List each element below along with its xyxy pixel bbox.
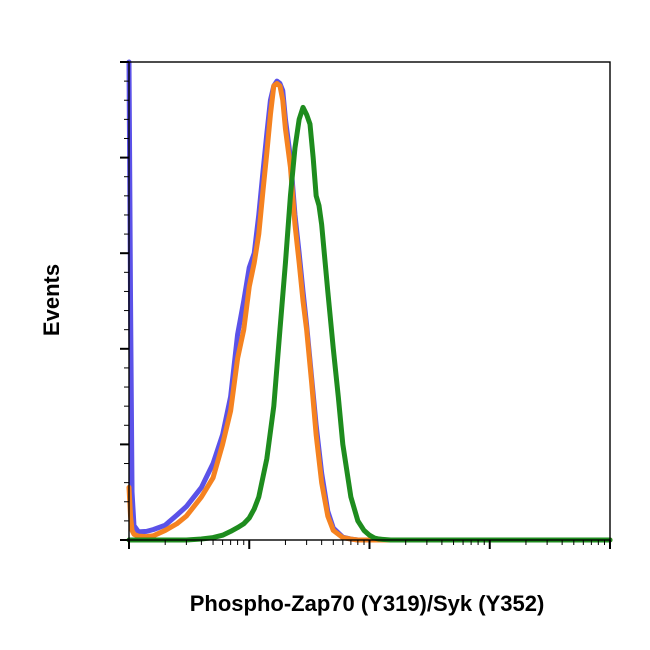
x-axis-title: Phospho-Zap70 (Y319)/Syk (Y352): [190, 591, 545, 616]
y-axis-title: Events: [39, 264, 64, 336]
axes-layer: [120, 61, 611, 549]
series-layer: [126, 59, 613, 543]
plot-frame: [128, 61, 611, 541]
series-line-1: [126, 59, 613, 543]
series-line-3: [126, 104, 613, 543]
series-line-2: [126, 81, 613, 543]
